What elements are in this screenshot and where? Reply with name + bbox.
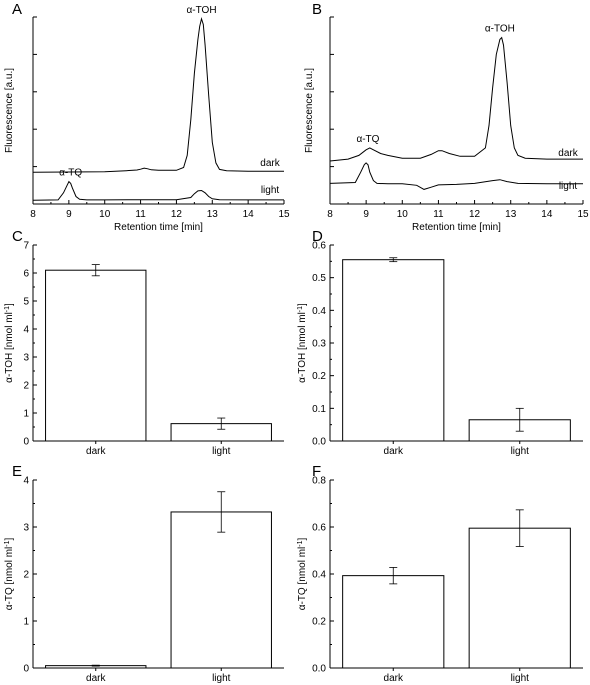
panel-f-y-tick-label: 0.0 <box>312 664 326 675</box>
panel-b-trace-label-dark: dark <box>558 148 578 159</box>
panel-b-x-tick-label: 10 <box>397 209 409 220</box>
panel-d-letter: D <box>312 228 323 245</box>
panel-e-category-label-dark: dark <box>86 673 106 684</box>
panel-c-letter: C <box>12 228 23 245</box>
panel-d-y-tick-label: 0.6 <box>312 241 326 252</box>
panel-f-bar-dark <box>342 575 445 669</box>
panel-d-bar-dark <box>342 259 445 442</box>
panel-a-x-tick-label: 8 <box>30 209 36 220</box>
panel-d-y-tick-label: 0.4 <box>312 306 326 317</box>
panel-c-y-tick-label: 3 <box>23 353 29 364</box>
panel-e-letter: E <box>12 463 22 480</box>
panel-e-bar-light <box>170 511 272 669</box>
panel-b-x-tick-label: 9 <box>363 209 369 220</box>
panel-e-category-label-light: light <box>212 673 231 684</box>
panel-a-x-tick-label: 15 <box>278 209 290 220</box>
panel-c-y-tick-label: 1 <box>23 409 29 420</box>
panel-a-x-tick-label: 12 <box>171 209 183 220</box>
panel-d-category-label-dark: dark <box>384 446 404 457</box>
panel-b-x-tick-label: 14 <box>541 209 553 220</box>
panel-b-letter: B <box>312 1 322 18</box>
panel-c-y-tick-label: 7 <box>23 241 29 252</box>
panel-c-y-tick-label: 0 <box>23 437 29 448</box>
panel-c-y-tick-label: 2 <box>23 381 29 392</box>
panel-d-y-label: α-TOH [nmol ml-1] <box>297 303 309 383</box>
panel-d-y-tick-label: 0.2 <box>312 371 326 382</box>
panel-b-y-label: Fluorescence [a.u.] <box>304 68 315 153</box>
panel-f-y-tick-label: 0.8 <box>312 476 326 487</box>
panel-a-peak-label: α-TOH <box>187 5 217 16</box>
panel-a-trace-label-light: light <box>261 185 280 196</box>
panel-f-y-tick-label: 0.2 <box>312 617 326 628</box>
panel-b-x-tick-label: 8 <box>327 209 333 220</box>
panel-c-bar-dark <box>45 269 147 442</box>
panel-b-x-tick-label: 15 <box>577 209 589 220</box>
panel-b-trace-light <box>329 162 583 190</box>
panel-c-y-tick-label: 5 <box>23 297 29 308</box>
panel-a-y-label: Fluorescence [a.u.] <box>4 68 15 153</box>
panel-c-y-tick-label: 6 <box>23 269 29 280</box>
panel-b-peak-label: α-TOH <box>485 24 515 35</box>
panel-d-y-tick-label: 0.1 <box>312 404 326 415</box>
panel-a-x-tick-label: 10 <box>99 209 111 220</box>
panel-e-y-tick-label: 3 <box>23 523 29 534</box>
panel-c-y-tick-label: 4 <box>23 325 29 336</box>
panel-b-x-tick-label: 12 <box>469 209 481 220</box>
panel-e-y-tick-label: 1 <box>23 617 29 628</box>
panel-f-bar-light <box>468 527 571 669</box>
panel-e-y-tick-label: 4 <box>23 476 29 487</box>
panel-b-x-tick-label: 11 <box>433 209 444 220</box>
panel-b-peak-label: α-TQ <box>356 134 379 145</box>
panel-f-y-label: α-TQ [nmol ml-1] <box>297 537 309 610</box>
panel-e-y-tick-label: 0 <box>23 664 29 675</box>
panel-c-category-label-light: light <box>212 446 231 457</box>
panel-a-letter: A <box>12 1 22 18</box>
panel-a-trace-label-dark: dark <box>260 158 280 169</box>
panel-e-y-tick-label: 2 <box>23 570 29 581</box>
panel-a-x-tick-label: 14 <box>243 209 255 220</box>
panel-a-peak-label: α-TQ <box>59 168 82 179</box>
panel-d-y-tick-label: 0.3 <box>312 339 326 350</box>
panel-a-trace-dark <box>32 17 284 173</box>
panel-f-letter: F <box>312 463 321 480</box>
panel-d-y-tick-label: 0.5 <box>312 273 326 284</box>
panel-a-x-label: Retention time [min] <box>114 222 203 233</box>
panel-e-y-label: α-TQ [nmol ml-1] <box>4 537 16 610</box>
panel-b-trace-dark <box>329 36 583 162</box>
panel-a-x-tick-label: 11 <box>135 209 146 220</box>
panel-a-trace-light <box>32 180 284 201</box>
panel-f-y-tick-label: 0.6 <box>312 523 326 534</box>
panel-f-y-tick-label: 0.4 <box>312 570 326 581</box>
panel-a-x-tick-label: 13 <box>207 209 219 220</box>
panel-d-category-label-light: light <box>511 446 530 457</box>
panel-f-category-label-light: light <box>511 673 530 684</box>
panel-f-category-label-dark: dark <box>384 673 404 684</box>
panel-b-x-label: Retention time [min] <box>412 222 501 233</box>
panel-b-x-tick-label: 13 <box>505 209 517 220</box>
panel-b-trace-label-light: light <box>559 181 578 192</box>
panel-a-x-tick-label: 9 <box>66 209 72 220</box>
panel-c-y-label: α-TOH [nmol ml-1] <box>4 303 16 383</box>
panel-c-category-label-dark: dark <box>86 446 106 457</box>
panel-d-y-tick-label: 0.0 <box>312 437 326 448</box>
